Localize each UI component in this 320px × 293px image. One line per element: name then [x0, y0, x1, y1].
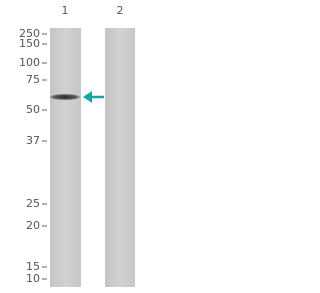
marker-label: 37 [26, 134, 40, 147]
marker-label: 15 [26, 260, 40, 273]
lane-label: 1 [62, 4, 69, 17]
marker-label: 250 [19, 27, 40, 40]
marker-label: 25 [26, 197, 40, 210]
lane-2 [105, 28, 135, 287]
lane-1 [50, 28, 81, 287]
marker-label: 75 [26, 73, 40, 86]
marker-label: 150 [19, 37, 40, 50]
marker-label: 50 [26, 103, 40, 116]
marker-label: 100 [19, 56, 40, 69]
arrow [83, 91, 104, 103]
protein-band [50, 94, 80, 100]
lane-label: 2 [117, 4, 124, 17]
marker-label: 20 [26, 219, 40, 232]
marker-label: 10 [26, 272, 40, 285]
